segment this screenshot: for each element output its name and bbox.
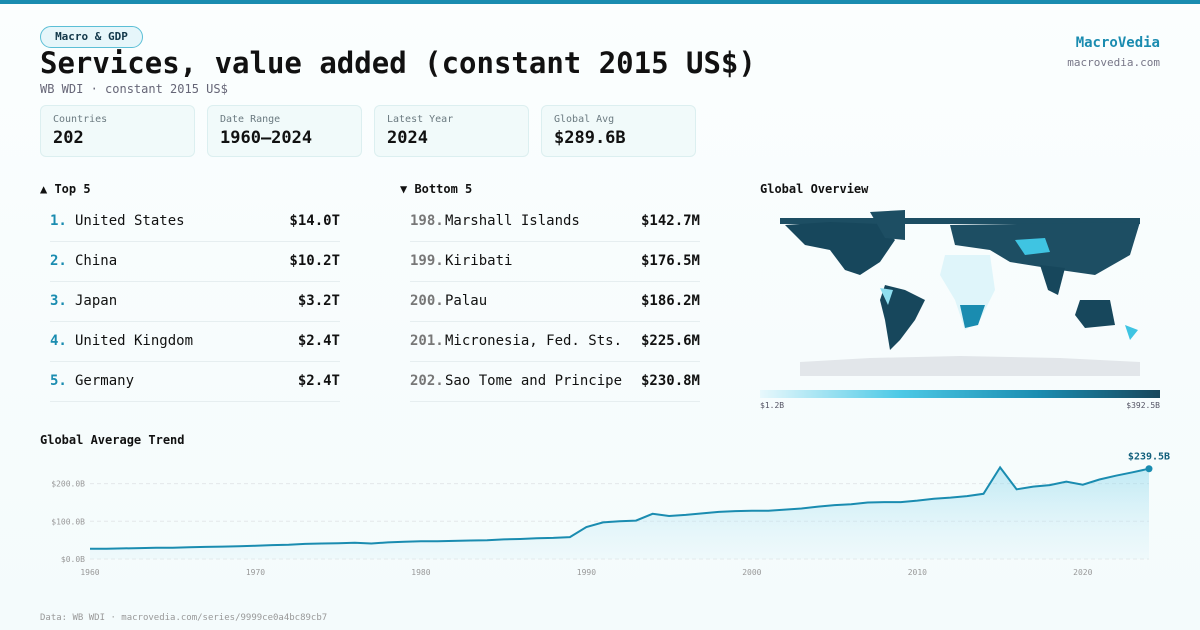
row-value: $230.8M bbox=[640, 373, 700, 389]
stat-label: Global Avg bbox=[554, 114, 615, 125]
rank: 202. bbox=[410, 373, 444, 389]
row-value: $2.4T bbox=[297, 373, 340, 389]
row-divider bbox=[50, 241, 340, 282]
x-tick-label: 1970 bbox=[246, 568, 265, 577]
stat-value: 202 bbox=[53, 128, 84, 148]
rank: 199. bbox=[410, 253, 444, 269]
y-tick-label: $200.0B bbox=[51, 480, 85, 489]
stat-label: Latest Year bbox=[387, 114, 454, 125]
row-divider bbox=[50, 281, 340, 322]
stat-card: Date Range 1960–2024 bbox=[207, 105, 362, 157]
rank: 5. bbox=[50, 373, 67, 389]
row-value: $176.5M bbox=[640, 253, 700, 269]
row-divider bbox=[410, 281, 700, 322]
row-divider bbox=[410, 321, 700, 362]
stat-value: 2024 bbox=[387, 128, 428, 148]
row-divider bbox=[410, 241, 700, 282]
country: United States bbox=[75, 213, 185, 229]
top-title: ▲ Top 5 bbox=[40, 182, 91, 196]
row-divider bbox=[50, 361, 340, 402]
rank: 198. bbox=[410, 213, 444, 229]
legend-min: $1.2B bbox=[760, 401, 784, 410]
stat-value: $289.6B bbox=[554, 128, 626, 148]
y-tick-label: $0.0B bbox=[61, 555, 85, 564]
row-value: $3.2T bbox=[297, 293, 340, 309]
country: Japan bbox=[75, 293, 118, 309]
stat-card: Latest Year 2024 bbox=[374, 105, 529, 157]
row-value: $2.4T bbox=[297, 333, 340, 349]
stat-card: Global Avg $289.6B bbox=[541, 105, 696, 157]
x-tick-label: 1980 bbox=[411, 568, 430, 577]
x-tick-label: 1960 bbox=[80, 568, 99, 577]
country: Palau bbox=[445, 293, 488, 309]
site: macrovedia.com bbox=[1067, 56, 1160, 69]
legend-max: $392.5B bbox=[1126, 401, 1160, 410]
country: Germany bbox=[75, 373, 135, 389]
country: Kiribati bbox=[445, 253, 513, 269]
bottom-title: ▼ Bottom 5 bbox=[400, 182, 473, 196]
country: Marshall Islands bbox=[445, 213, 580, 229]
map-legend bbox=[760, 390, 1160, 398]
stat-card: Countries 202 bbox=[40, 105, 195, 157]
row-value: $14.0T bbox=[289, 213, 340, 229]
x-tick-label: 2010 bbox=[908, 568, 927, 577]
value-label: $239.5B bbox=[1128, 452, 1170, 463]
stat-value: 1960–2024 bbox=[220, 128, 313, 148]
row-value: $142.7M bbox=[640, 213, 700, 229]
row-value: $10.2T bbox=[289, 253, 340, 269]
row-divider bbox=[410, 201, 700, 242]
rank: 3. bbox=[50, 293, 67, 309]
x-tick-label: 1990 bbox=[577, 568, 596, 577]
brand: MacroVedia bbox=[1075, 35, 1160, 51]
row-divider bbox=[50, 321, 340, 362]
line bbox=[90, 465, 1150, 550]
country: Micronesia, Fed. Sts. bbox=[445, 333, 623, 349]
country: Sao Tome and Principe bbox=[445, 373, 623, 389]
subtitle: WB WDI · constant 2015 US$ bbox=[40, 82, 228, 96]
rank: 200. bbox=[410, 293, 444, 309]
footer: Data: WB WDI · macrovedia.com/series/999… bbox=[40, 613, 328, 623]
row-divider bbox=[410, 361, 700, 402]
rank: 1. bbox=[50, 213, 67, 229]
world-map bbox=[780, 210, 1140, 376]
row-value: $225.6M bbox=[640, 333, 700, 349]
row-value: $186.2M bbox=[640, 293, 700, 309]
top-bar bbox=[0, 0, 1200, 4]
rank: 201. bbox=[410, 333, 444, 349]
x-tick-label: 2000 bbox=[742, 568, 761, 577]
stat-label: Date Range bbox=[220, 114, 281, 125]
rank: 2. bbox=[50, 253, 67, 269]
chart-title: Global Average Trend bbox=[40, 433, 185, 447]
area bbox=[90, 467, 1149, 559]
map-title: Global Overview bbox=[760, 182, 869, 196]
country: China bbox=[75, 253, 118, 269]
x-tick-label: 2020 bbox=[1073, 568, 1092, 577]
title: Services, value added (constant 2015 US$… bbox=[40, 46, 756, 80]
stat-label: Countries bbox=[53, 114, 108, 125]
y-tick-label: $100.0B bbox=[51, 517, 85, 526]
tag: Macro & GDP bbox=[40, 26, 143, 48]
end-point bbox=[1145, 465, 1153, 473]
country: United Kingdom bbox=[75, 333, 194, 349]
rank: 4. bbox=[50, 333, 67, 349]
row-divider bbox=[50, 201, 340, 242]
